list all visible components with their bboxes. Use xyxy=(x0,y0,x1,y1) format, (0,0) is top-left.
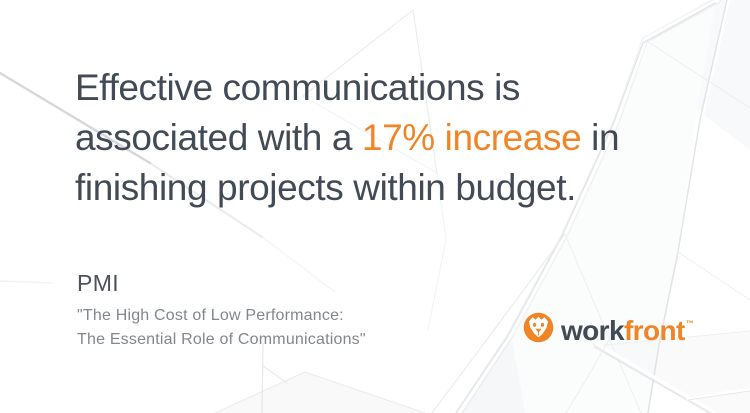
headline-text: associated with a xyxy=(75,117,362,158)
workfront-logo: workfront™ xyxy=(523,308,694,346)
source-work-title: "The High Cost of Low Performance: The E… xyxy=(77,304,366,352)
trademark-icon: ™ xyxy=(685,319,694,328)
headline-text: in xyxy=(581,117,620,158)
workfront-lion-icon xyxy=(523,312,561,343)
source-work-line-1: "The High Cost of Low Performance: xyxy=(77,307,344,324)
headline-line-3: finishing projects within budget. xyxy=(75,163,619,213)
source-name: PMI xyxy=(77,270,120,296)
headline: Effective communications is associated w… xyxy=(75,63,620,213)
wordmark-front: front xyxy=(623,315,685,346)
headline-highlight-17-percent: 17% increase xyxy=(361,117,582,158)
headline-text: finishing projects within budget. xyxy=(75,167,576,208)
wordmark-work: work xyxy=(561,315,625,346)
attribution: PMI "The High Cost of Low Performance: T… xyxy=(77,270,366,352)
headline-text: Effective communications is xyxy=(75,67,521,108)
workfront-wordmark: workfront™ xyxy=(561,308,694,346)
source-work-line-2: The Essential Role of Communications" xyxy=(77,331,366,348)
headline-line-2: associated with a 17% increase in xyxy=(75,113,620,163)
headline-line-1: Effective communications is xyxy=(75,63,619,113)
